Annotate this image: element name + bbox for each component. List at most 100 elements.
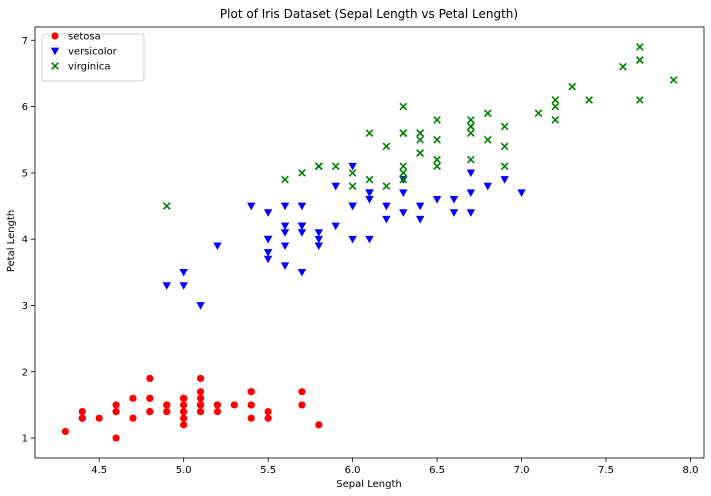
legend-box — [41, 33, 145, 82]
point-virginica — [433, 155, 441, 164]
point-virginica — [399, 162, 408, 171]
point-virginica — [669, 76, 678, 84]
point-versicolor — [314, 242, 324, 251]
plot-frame — [34, 26, 705, 459]
legend-marker-setosa — [51, 32, 59, 40]
plot-area — [61, 43, 678, 442]
point-setosa — [112, 401, 120, 409]
point-setosa — [180, 394, 188, 402]
point-setosa — [264, 414, 272, 422]
axes: 4.5 5.0 5.5 6.0 6.5 7.0 7.5 8.0 1 2 3 4 5 6 7 — [22, 26, 705, 476]
point-virginica — [298, 169, 306, 177]
point-versicolor — [280, 222, 290, 231]
point-versicolor — [162, 282, 171, 290]
point-virginica — [500, 122, 509, 131]
point-virginica — [416, 149, 425, 157]
point-virginica — [399, 102, 408, 111]
chart-title: Plot of Iris Dataset (Sepal Length vs Pe… — [220, 7, 518, 21]
point-setosa — [298, 388, 306, 396]
point-virginica — [483, 135, 492, 144]
point-setosa — [196, 407, 205, 416]
point-setosa — [196, 401, 205, 409]
x-axis-title: Sepal Length — [336, 479, 401, 490]
point-virginica — [348, 182, 357, 191]
point-setosa — [61, 427, 70, 436]
point-setosa — [129, 414, 137, 422]
point-virginica — [466, 155, 475, 164]
x-tick-label: 7.0 — [514, 465, 530, 476]
point-versicolor — [466, 209, 476, 217]
point-virginica — [635, 56, 644, 65]
point-setosa — [146, 407, 154, 416]
point-virginica — [568, 82, 577, 91]
point-setosa — [163, 401, 171, 409]
point-virginica — [433, 162, 441, 171]
y-tick-label: 3 — [22, 301, 28, 312]
point-versicolor — [517, 189, 526, 197]
point-versicolor — [466, 169, 476, 178]
series-versicolor — [162, 162, 526, 310]
point-versicolor — [331, 222, 340, 231]
point-setosa — [213, 401, 222, 409]
point-versicolor — [263, 209, 273, 217]
point-setosa — [180, 407, 188, 416]
point-setosa — [264, 407, 272, 416]
point-versicolor — [280, 242, 290, 251]
point-setosa — [112, 434, 120, 442]
point-setosa — [180, 414, 188, 422]
point-versicolor — [466, 189, 476, 197]
point-versicolor — [297, 222, 307, 231]
point-virginica — [331, 162, 340, 171]
point-setosa — [112, 407, 120, 416]
point-virginica — [433, 115, 441, 124]
point-versicolor — [297, 202, 307, 211]
point-virginica — [314, 162, 323, 171]
point-setosa — [230, 401, 238, 409]
point-setosa — [146, 374, 154, 383]
x-tick-label: 4.5 — [91, 465, 107, 476]
point-setosa — [247, 388, 255, 396]
point-versicolor — [331, 182, 340, 191]
point-versicolor — [179, 268, 188, 277]
point-setosa — [196, 374, 205, 383]
point-setosa — [180, 421, 188, 429]
point-versicolor — [415, 202, 425, 211]
point-versicolor — [263, 255, 273, 264]
legend-marker-versicolor — [50, 47, 60, 56]
point-virginica — [382, 142, 391, 151]
point-versicolor — [348, 162, 357, 171]
point-virginica — [500, 142, 509, 151]
legend-label-setosa: setosa — [68, 32, 101, 43]
point-setosa — [78, 414, 86, 422]
point-virginica — [433, 135, 441, 144]
point-virginica — [551, 102, 560, 111]
point-versicolor — [365, 235, 374, 244]
point-versicolor — [500, 176, 509, 184]
x-tick-label: 6.0 — [345, 465, 361, 476]
point-versicolor — [196, 302, 205, 310]
point-versicolor — [365, 189, 374, 197]
point-virginica — [466, 129, 475, 137]
point-versicolor — [415, 215, 425, 224]
legend-marker-virginica — [51, 62, 59, 70]
point-virginica — [466, 115, 475, 124]
point-virginica — [635, 96, 644, 104]
legend: setosa versicolor virginica — [41, 32, 145, 82]
y-tick-label: 2 — [22, 367, 28, 378]
point-versicolor — [348, 202, 357, 211]
point-virginica — [416, 135, 425, 144]
point-virginica — [466, 122, 475, 131]
x-tick-label: 7.5 — [598, 465, 614, 476]
y-tick-label: 7 — [22, 36, 28, 47]
point-setosa — [298, 401, 306, 409]
point-virginica — [416, 129, 425, 137]
point-setosa — [315, 421, 323, 429]
point-setosa — [95, 414, 103, 422]
point-versicolor — [297, 229, 307, 237]
legend-label-virginica: virginica — [68, 62, 111, 73]
point-virginica — [399, 129, 408, 137]
point-versicolor — [179, 282, 188, 290]
y-tick-label: 4 — [22, 235, 28, 246]
y-tick-label: 6 — [22, 102, 28, 113]
